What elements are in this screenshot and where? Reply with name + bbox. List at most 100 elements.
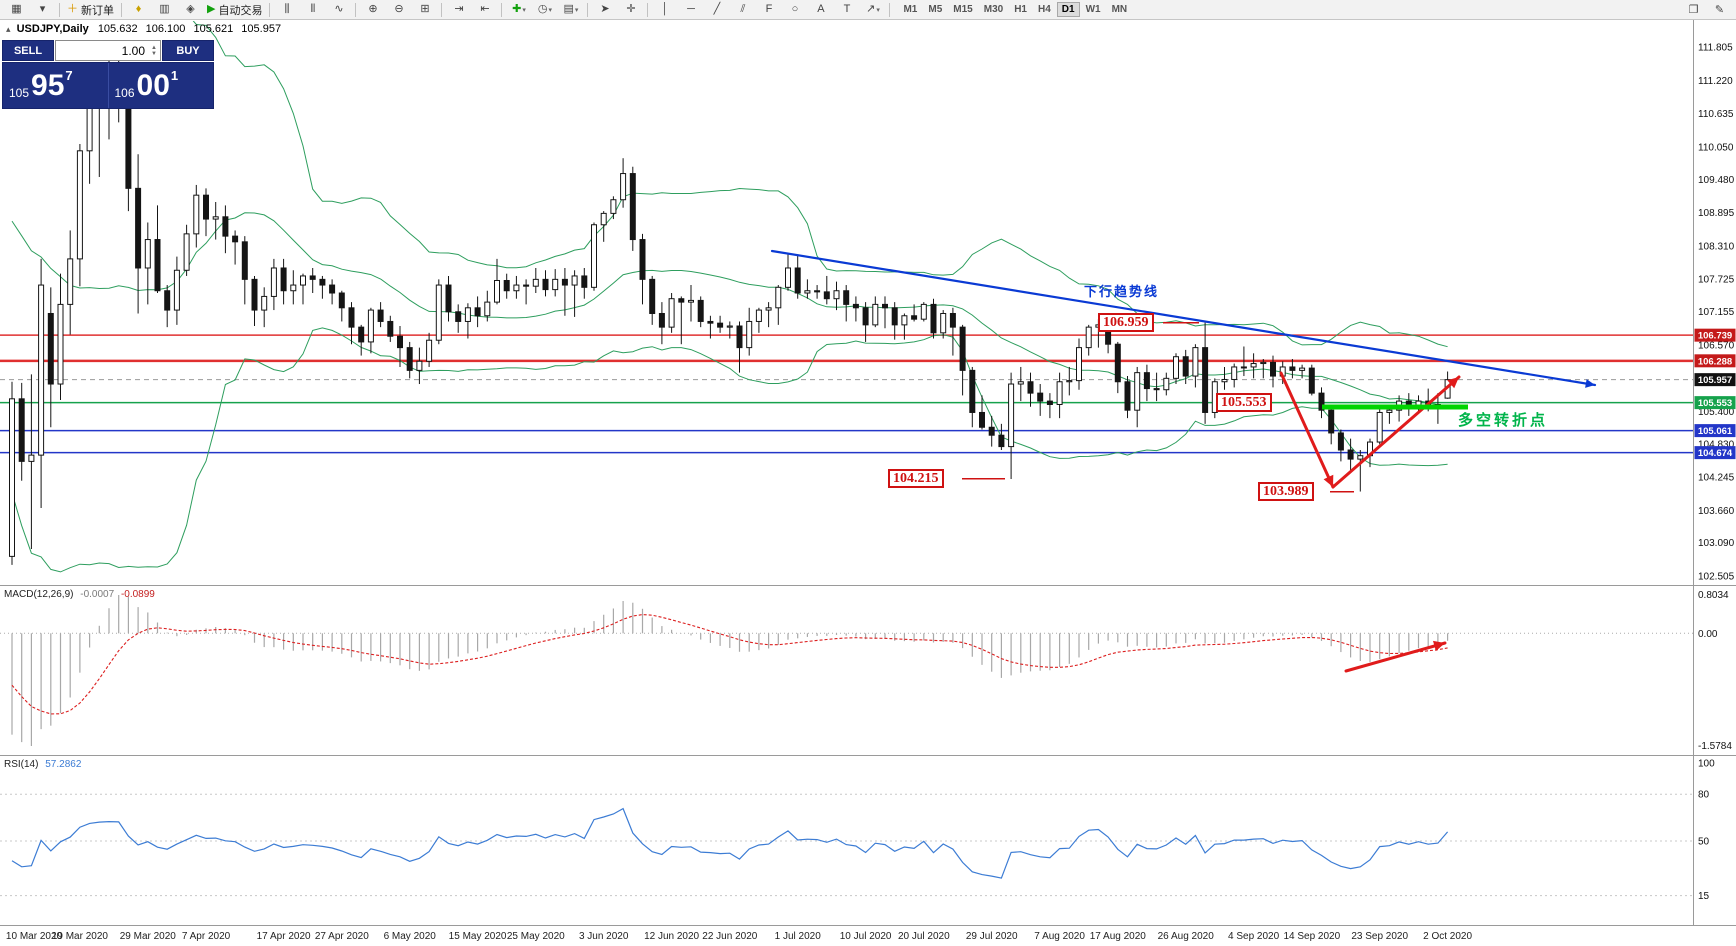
toolbar-separator [441, 2, 443, 17]
crosshair-icon: ✛ [626, 3, 636, 15]
zoom-out-icon[interactable]: ⊖ [386, 0, 411, 19]
svg-text:105.553: 105.553 [1698, 398, 1732, 409]
navigator-icon[interactable]: ◈ [178, 0, 203, 19]
timeframe-d1-button[interactable]: D1 [1056, 2, 1080, 17]
trendline-icon[interactable]: ╱ [704, 0, 729, 19]
timeframe-m5-button[interactable]: M5 [928, 4, 943, 15]
svg-text:105.061: 105.061 [1698, 426, 1733, 437]
volume-field[interactable]: 1.00 ▲ ▼ [55, 40, 161, 61]
price-divider [107, 63, 109, 108]
timeframe-m15-button[interactable]: M15 [953, 4, 973, 15]
shapes-icon[interactable]: ○ [782, 0, 807, 19]
timeframe-m30-button[interactable]: M30 [983, 4, 1004, 15]
market-watch-icon: ♦ [135, 3, 142, 15]
toolbar-separator [121, 2, 122, 17]
timeframe-h4-button[interactable]: H4 [1037, 4, 1051, 15]
symbol-header: ▴ USDJPY,Daily 105.632 106.100 105.621 1… [6, 23, 286, 35]
macd-panel: 0.8034 0.00 -1.5784 [0, 590, 1732, 752]
downtrend-line-label[interactable]: 下行趋势线 [1084, 284, 1160, 299]
svg-text:105.400: 105.400 [1698, 407, 1735, 418]
horizontal-line-icon[interactable]: ─ [678, 0, 703, 19]
timeframe-w1-button[interactable]: W1 [1085, 4, 1101, 15]
timeframe-mn-button[interactable]: MN [1111, 4, 1128, 15]
fibonacci-icon[interactable]: F [756, 0, 781, 19]
volume-stepper[interactable]: ▲ ▼ [148, 45, 160, 57]
window-cascade-icon[interactable]: ❐ [1688, 4, 1699, 16]
chart-objects[interactable] [770, 249, 1597, 493]
zoom-in-icon[interactable]: ⊕ [360, 0, 385, 19]
auto-scroll-icon[interactable]: ⇥ [446, 0, 471, 19]
one-click-collapse-icon[interactable]: ▴ [6, 24, 11, 34]
indicators-icon[interactable]: ✚ ▾ [506, 0, 531, 19]
svg-text:106.288: 106.288 [1698, 356, 1732, 367]
svg-text:26 Aug 2020: 26 Aug 2020 [1158, 931, 1215, 942]
new-chart-icon: ▦ [11, 3, 22, 15]
svg-text:17 Aug 2020: 17 Aug 2020 [1090, 931, 1147, 942]
pivot-point-label[interactable]: 多空转折点 [1458, 412, 1549, 429]
ask-price[interactable]: 106 00 1 [109, 63, 214, 108]
timeframe-m1-button[interactable]: M1 [903, 4, 918, 15]
text-icon[interactable]: A [808, 0, 833, 19]
svg-text:0.00: 0.00 [1698, 629, 1718, 640]
fibonacci-icon: F [765, 3, 773, 15]
vertical-line-icon[interactable]: │ [652, 0, 677, 19]
new-chart-icon[interactable]: ▦ [4, 0, 29, 19]
svg-text:29 Mar 2020: 29 Mar 2020 [120, 931, 177, 942]
equidistant-channel-icon[interactable]: ⫽ [730, 0, 755, 19]
cursor-icon[interactable]: ➤ [592, 0, 617, 19]
arrows-tool-icon[interactable]: ↗ ▾ [860, 0, 885, 19]
line-chart-icon[interactable]: ∿ [326, 0, 351, 19]
macd-indicator-header: MACD(12,26,9) -0.0007 -0.0899 [4, 589, 159, 600]
svg-text:109.480: 109.480 [1698, 175, 1735, 186]
symbol-title: USDJPY,Daily [16, 23, 89, 35]
svg-text:12 Jun 2020: 12 Jun 2020 [644, 931, 699, 942]
edit-icon[interactable]: ✎ [1714, 4, 1725, 16]
tile-windows-icon[interactable]: ⊞ [412, 0, 437, 19]
autotrading-button[interactable]: ▶ 自动交易 [204, 0, 265, 19]
svg-text:7 Apr 2020: 7 Apr 2020 [182, 931, 231, 942]
market-watch-icon[interactable]: ♦ [126, 0, 151, 19]
price-label-106959[interactable]: 106.959 [1098, 312, 1154, 332]
ask-pip-digit: 1 [170, 68, 179, 83]
svg-text:102.505: 102.505 [1698, 572, 1735, 583]
horizontal-line-icon: ─ [687, 3, 695, 15]
data-window-icon[interactable]: ▥ [152, 0, 177, 19]
macd-signal-value: -0.0899 [120, 589, 155, 600]
bid-price[interactable]: 105 95 7 [3, 63, 108, 108]
svg-text:108.310: 108.310 [1698, 241, 1735, 252]
price-label-103989[interactable]: 103.989 [1258, 481, 1314, 501]
toolbar-separator [269, 2, 271, 17]
timeframe-h1-button[interactable]: H1 [1014, 4, 1027, 15]
toolbar: ▦ ▾ ＋新订单 ♦ ▥ ◈ ▶ 自动交易 ⫼ ⦀ ∿ ⊕ ⊖ ⊞ ⇥ ⇤ ✚ ▾ ◷ ▾ ▤ ▾ ➤ ✛ │ ─ ╱ ⫽ F ○ A T ↗ ▾… [0, 0, 1736, 20]
buy-button[interactable]: BUY [162, 40, 214, 61]
crosshair-icon[interactable]: ✛ [618, 0, 643, 19]
zoom-in-icon: ⊕ [368, 3, 378, 15]
chart-shift-icon[interactable]: ⇤ [472, 0, 497, 19]
ask-big-digits: 00 [136, 69, 170, 102]
auto-scroll-icon: ⇥ [454, 3, 464, 15]
price-axis[interactable]: 111.805 111.220 110.635 110.050 109.480 108.8… [1698, 43, 1735, 583]
candlestick-chart-icon[interactable]: ⦀ [300, 0, 325, 19]
periods-icon: ◷ [537, 3, 548, 15]
bar-chart-icon[interactable]: ⫼ [274, 0, 299, 19]
data-window-icon: ▥ [159, 3, 170, 15]
new-order-button[interactable]: ＋新订单 [64, 0, 117, 19]
increase-volume-icon[interactable]: ▲ [151, 44, 157, 51]
price-label-105553[interactable]: 105.553 [1216, 392, 1272, 412]
candles [9, 52, 1451, 565]
toolbar-separator [59, 2, 60, 17]
price-label-104215[interactable]: 104.215 [888, 468, 944, 488]
templates-icon[interactable]: ▤ ▾ [558, 0, 583, 19]
macd-label: MACD(12,26,9) [4, 589, 74, 600]
new-order-button: ＋ [67, 3, 78, 15]
chart-profiles-icon[interactable]: ▾ [30, 0, 55, 19]
periods-icon[interactable]: ◷ ▾ [532, 0, 557, 19]
decrease-volume-icon[interactable]: ▼ [151, 50, 157, 57]
toolbar-separator [355, 2, 357, 17]
bollinger-bands [11, 21, 1448, 573]
sell-button[interactable]: SELL [2, 40, 54, 61]
svg-text:110.635: 110.635 [1698, 109, 1734, 120]
text-label-icon[interactable]: T [834, 0, 859, 19]
